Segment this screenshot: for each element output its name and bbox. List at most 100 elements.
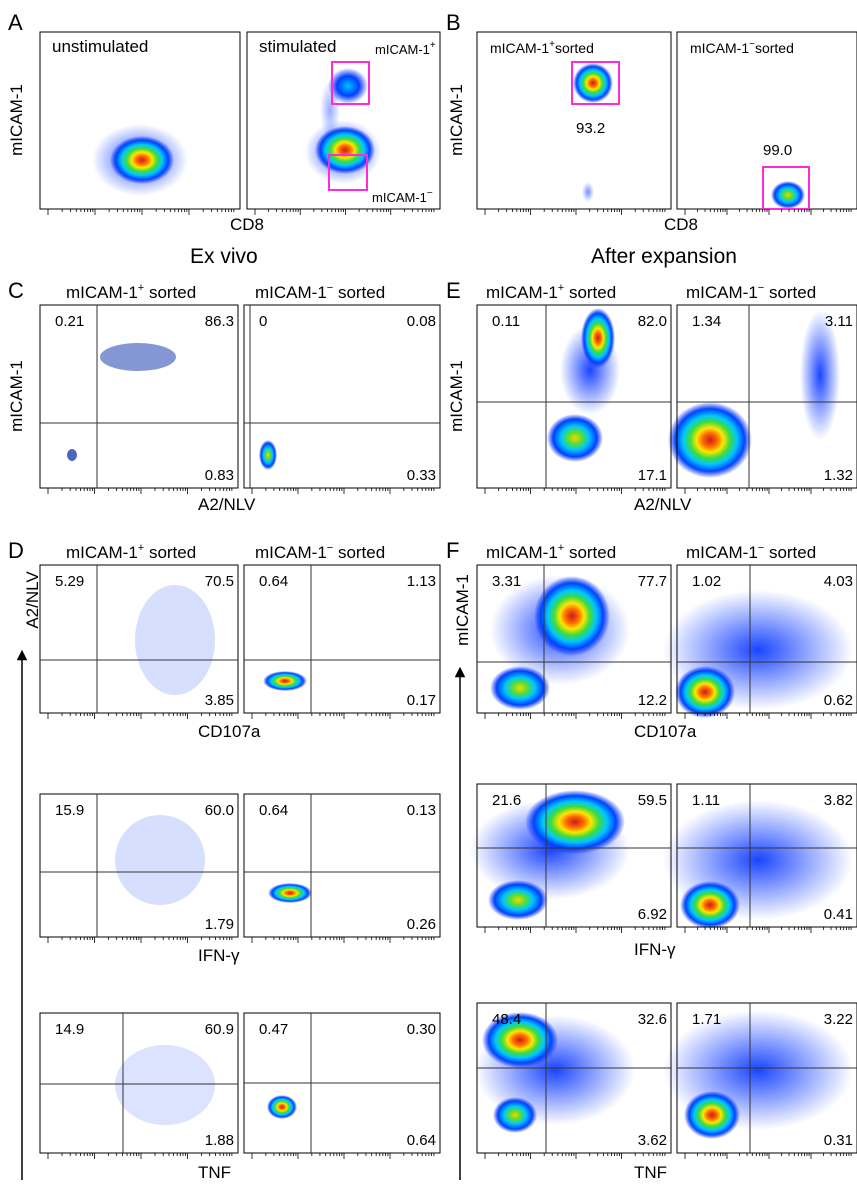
density-e2-upper bbox=[800, 310, 840, 440]
density-f21-lower bbox=[488, 880, 548, 920]
density-b2-main bbox=[771, 181, 805, 209]
quadrant-value-upper-left: 0 bbox=[259, 313, 267, 330]
density-e1-lower bbox=[547, 414, 603, 462]
title-e-neg: mICAM-1− sorted bbox=[686, 282, 816, 302]
title-d-pos: mICAM-1+ sorted bbox=[66, 542, 196, 562]
plot-frame-b2 bbox=[676, 31, 857, 210]
axis-title-a-x: CD8 bbox=[230, 215, 264, 234]
quadrant-value-upper-right: 32.6 bbox=[638, 1011, 667, 1028]
axis-title-f-row2-x: IFN-γ bbox=[634, 940, 676, 959]
quadrant-value-upper-right: 0.30 bbox=[407, 1021, 436, 1038]
panel-letter-c: C bbox=[8, 278, 24, 303]
quadrant-value-upper-left: 0.64 bbox=[259, 802, 288, 819]
panel-letter-f: F bbox=[446, 538, 459, 563]
axis-title-a-y: mICAM-1 bbox=[7, 84, 26, 156]
density-d31-cloud bbox=[115, 1045, 215, 1125]
density-f22-main bbox=[680, 881, 740, 929]
quadrant-value-lower-right: 0.64 bbox=[407, 1132, 436, 1149]
title-f-pos: mICAM-1+ sorted bbox=[486, 542, 616, 562]
density-e1-upper bbox=[581, 308, 615, 368]
axis-title-f-row1-x: CD107a bbox=[634, 722, 697, 741]
density-b1-tail bbox=[582, 182, 594, 202]
title-f-neg: mICAM-1− sorted bbox=[686, 542, 816, 562]
density-a2-bridge bbox=[320, 80, 340, 140]
density-a1-main bbox=[110, 136, 174, 184]
panel-letter-a: A bbox=[8, 10, 23, 35]
title-b-neg: mICAM-1−sorted bbox=[690, 39, 794, 56]
quadrant-value-lower-right: 3.62 bbox=[638, 1132, 667, 1149]
density-f31-lower bbox=[493, 1097, 537, 1133]
gate-b-pos bbox=[571, 61, 620, 105]
gate-a-pos bbox=[331, 61, 370, 105]
row-ce: mICAM-1+ sorted mICAM-1− sorted mICAM-1+… bbox=[66, 282, 840, 478]
axis-title-c-x: A2/NLV bbox=[198, 495, 256, 514]
quadrant-plots: 0.21 86.3 0.83 0 0.08 0.33 0.11 82.0 17.1 1.34 3.1… bbox=[7, 304, 857, 1182]
gate-a-neg bbox=[328, 154, 368, 191]
row-ab: unstimulated stimulated mICAM-1+sorted m… bbox=[7, 31, 857, 234]
quadrant-value-lower-right: 6.92 bbox=[638, 906, 667, 923]
density-f12-main bbox=[675, 666, 735, 718]
quadrant-value-upper-left: 1.71 bbox=[692, 1011, 721, 1028]
quadrant-value-upper-left: 1.02 bbox=[692, 573, 721, 590]
quadrant-value-upper-right: 70.5 bbox=[205, 573, 234, 590]
quadrant-value-upper-left: 3.31 bbox=[492, 573, 521, 590]
quadrant-value-upper-left: 0.21 bbox=[55, 313, 84, 330]
quadrant-value-upper-right: 0.08 bbox=[407, 313, 436, 330]
density-f32-main bbox=[684, 1091, 740, 1139]
density-f11-lower bbox=[490, 666, 550, 710]
axis-title-d-row2-x: IFN-γ bbox=[198, 946, 240, 965]
gate-a-pos-label: mICAM-1+ bbox=[375, 40, 436, 57]
density-f31-upper bbox=[482, 1012, 558, 1068]
quadrant-value-lower-right: 0.17 bbox=[407, 692, 436, 709]
quadrant-value-lower-right: 3.85 bbox=[205, 692, 234, 709]
quadrant-value-upper-left: 0.11 bbox=[492, 313, 520, 330]
gate-b-pos-value: 93.2 bbox=[576, 120, 605, 137]
quadrant-value-upper-left: 15.9 bbox=[55, 802, 84, 819]
axis-title-d-row3-x: TNF bbox=[198, 1163, 231, 1182]
gate-a-neg-label: mICAM-1− bbox=[372, 188, 433, 205]
condition-ex-vivo: Ex vivo bbox=[190, 245, 258, 268]
title-d-neg: mICAM-1− sorted bbox=[255, 542, 385, 562]
title-b-pos: mICAM-1+sorted bbox=[490, 39, 594, 56]
density-c1-small bbox=[67, 449, 77, 461]
density-c1-cluster bbox=[100, 343, 176, 371]
density-d32-main bbox=[267, 1095, 297, 1119]
title-c-pos: mICAM-1+ sorted bbox=[66, 282, 196, 302]
density-d12-main bbox=[263, 671, 307, 691]
axis-title-e-x: A2/NLV bbox=[634, 495, 692, 514]
quadrant-value-lower-right: 0.31 bbox=[824, 1132, 853, 1149]
quadrant-value-lower-right: 1.32 bbox=[824, 467, 853, 484]
panel-letter-d: D bbox=[8, 538, 24, 563]
quadrant-value-upper-right: 59.5 bbox=[638, 792, 667, 809]
density-e2-main bbox=[668, 402, 752, 478]
quadrant-value-lower-right: 1.79 bbox=[205, 916, 234, 933]
axis-title-b-x: CD8 bbox=[664, 215, 698, 234]
density-f11-upper bbox=[534, 576, 610, 656]
quadrant-value-upper-left: 0.64 bbox=[259, 573, 288, 590]
quadrant-value-lower-right: 0.26 bbox=[407, 916, 436, 933]
quadrant-value-lower-right: 0.83 bbox=[205, 467, 234, 484]
plot-frame-b1 bbox=[476, 31, 672, 210]
density-c2-main bbox=[259, 440, 277, 470]
quadrant-value-upper-right: 3.22 bbox=[824, 1011, 853, 1028]
quadrant-value-upper-right: 4.03 bbox=[824, 573, 853, 590]
quadrant-value-upper-left: 21.6 bbox=[492, 792, 521, 809]
axis-title-d-y: A2/NLV bbox=[23, 571, 42, 629]
quadrant-value-upper-right: 77.7 bbox=[638, 573, 667, 590]
plot-frame bbox=[39, 304, 239, 489]
quadrant-value-upper-left: 1.11 bbox=[692, 792, 720, 809]
density-b1-main bbox=[573, 63, 613, 103]
rows-df: mICAM-1+ sorted mICAM-1− sorted mICAM-1+… bbox=[16, 542, 853, 1180]
density-f21-upper bbox=[525, 790, 625, 854]
axis-title-c-y: mICAM-1 bbox=[7, 360, 26, 432]
quadrant-value-upper-right: 3.82 bbox=[824, 792, 853, 809]
axis-title-e-y: mICAM-1 bbox=[447, 360, 466, 432]
quadrant-value-upper-right: 0.13 bbox=[407, 802, 436, 819]
quadrant-value-upper-left: 1.34 bbox=[692, 313, 721, 330]
density-d11-cloud bbox=[135, 585, 215, 695]
quadrant-value-upper-right: 86.3 bbox=[205, 313, 234, 330]
gate-b-neg bbox=[762, 166, 810, 210]
quadrant-value-lower-right: 17.1 bbox=[638, 467, 667, 484]
title-e-pos: mICAM-1+ sorted bbox=[486, 282, 616, 302]
